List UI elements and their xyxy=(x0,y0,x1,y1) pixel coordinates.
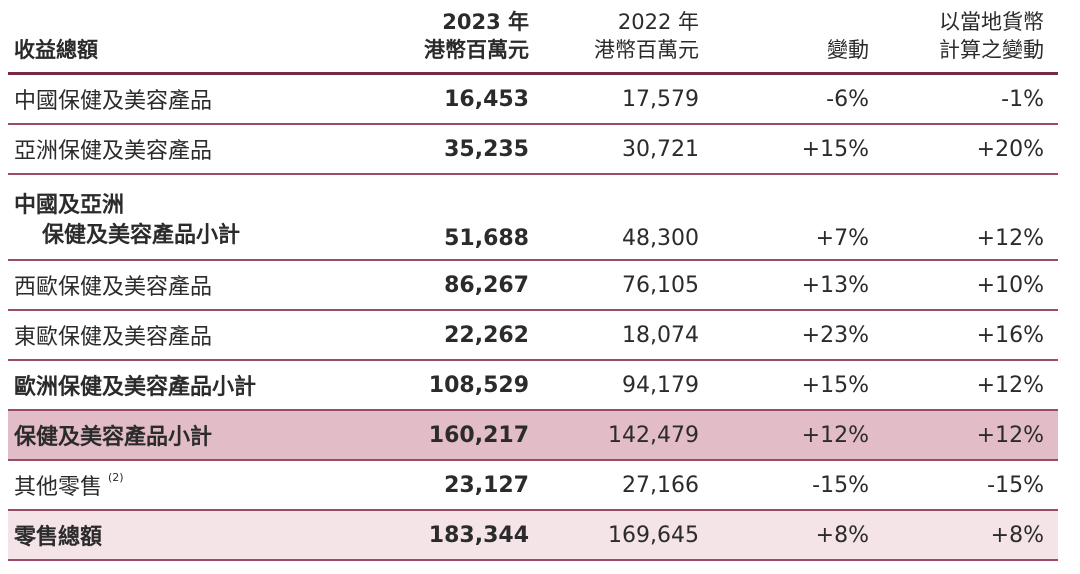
header-2023: 2023 年 港幣百萬元 xyxy=(368,8,543,74)
cell-2022: 17,579 xyxy=(543,73,713,125)
table-row: 中國保健及美容產品 16,453 17,579 -6% -1% xyxy=(8,73,1058,125)
table-row-total: 零售總額 183,344 169,645 +8% +8% xyxy=(8,510,1058,561)
table-header-row: 收益總額 2023 年 港幣百萬元 2022 年 港幣百萬元 變動 以當地貨幣 … xyxy=(8,8,1058,74)
cell-local-change: +20% xyxy=(883,124,1058,175)
header-2023-year: 2023 年 xyxy=(442,10,529,34)
table-row: 其他零售 (2) 23,127 27,166 -15% -15% xyxy=(8,460,1058,511)
cell-local-change: +12% xyxy=(883,410,1058,461)
table-row: 東歐保健及美容產品 22,262 18,074 +23% +16% xyxy=(8,310,1058,361)
cell-2023: 22,262 xyxy=(368,310,543,361)
cell-local-change: +8% xyxy=(883,510,1058,561)
cell-change: -6% xyxy=(713,73,883,125)
cell-change: +13% xyxy=(713,260,883,311)
row-label: 零售總額 xyxy=(8,510,368,561)
cell-2023: 86,267 xyxy=(368,260,543,311)
cell-local-change: +12% xyxy=(883,360,1058,411)
header-local-line1: 以當地貨幣 xyxy=(939,10,1044,34)
cell-2022: 142,479 xyxy=(543,410,713,461)
cell-2023: 160,217 xyxy=(368,410,543,461)
cell-2022: 18,074 xyxy=(543,310,713,361)
header-2022-unit: 港幣百萬元 xyxy=(594,38,699,62)
footnote-marker: (2) xyxy=(108,471,124,484)
row-label: 其他零售 (2) xyxy=(8,460,368,511)
header-change: 變動 xyxy=(713,8,883,74)
header-2022-year: 2022 年 xyxy=(617,10,699,34)
header-label: 收益總額 xyxy=(14,38,98,62)
cell-change: +12% xyxy=(713,410,883,461)
cell-local-change: +10% xyxy=(883,260,1058,311)
cell-2023: 183,344 xyxy=(368,510,543,561)
cell-2023: 51,688 xyxy=(368,174,543,261)
header-2022: 2022 年 港幣百萬元 xyxy=(543,8,713,74)
row-label: 中國及亞洲 保健及美容產品小計 xyxy=(8,174,368,261)
revenue-table: 收益總額 2023 年 港幣百萬元 2022 年 港幣百萬元 變動 以當地貨幣 … xyxy=(8,8,1058,561)
cell-change: +7% xyxy=(713,174,883,261)
row-label-line1: 中國及亞洲 xyxy=(14,193,125,218)
header-local-line2: 計算之變動 xyxy=(939,38,1044,62)
cell-change: +23% xyxy=(713,310,883,361)
cell-change: +15% xyxy=(713,360,883,411)
cell-2022: 30,721 xyxy=(543,124,713,175)
row-label: 歐洲保健及美容產品小計 xyxy=(8,360,368,411)
cell-2022: 27,166 xyxy=(543,460,713,511)
row-label: 西歐保健及美容產品 xyxy=(8,260,368,311)
table-row-subtotal: 中國及亞洲 保健及美容產品小計 51,688 48,300 +7% +12% xyxy=(8,174,1058,261)
cell-2022: 76,105 xyxy=(543,260,713,311)
row-label: 東歐保健及美容產品 xyxy=(8,310,368,361)
table-row: 西歐保健及美容產品 86,267 76,105 +13% +10% xyxy=(8,260,1058,311)
cell-local-change: +12% xyxy=(883,174,1058,261)
cell-2022: 94,179 xyxy=(543,360,713,411)
cell-2023: 23,127 xyxy=(368,460,543,511)
cell-2023: 35,235 xyxy=(368,124,543,175)
row-label: 中國保健及美容產品 xyxy=(8,73,368,125)
cell-2022: 169,645 xyxy=(543,510,713,561)
cell-local-change: -15% xyxy=(883,460,1058,511)
cell-2023: 16,453 xyxy=(368,73,543,125)
cell-local-change: +16% xyxy=(883,310,1058,361)
cell-2022: 48,300 xyxy=(543,174,713,261)
table-row-subtotal: 歐洲保健及美容產品小計 108,529 94,179 +15% +12% xyxy=(8,360,1058,411)
row-label: 保健及美容產品小計 xyxy=(8,410,368,461)
table-row: 亞洲保健及美容產品 35,235 30,721 +15% +20% xyxy=(8,124,1058,175)
cell-2023: 108,529 xyxy=(368,360,543,411)
row-label-line2: 保健及美容產品小計 xyxy=(42,223,241,248)
cell-change: -15% xyxy=(713,460,883,511)
table-row-highlight: 保健及美容產品小計 160,217 142,479 +12% +12% xyxy=(8,410,1058,461)
revenue-table-container: 收益總額 2023 年 港幣百萬元 2022 年 港幣百萬元 變動 以當地貨幣 … xyxy=(8,8,1058,561)
row-label-text: 其他零售 xyxy=(14,475,103,500)
cell-local-change: -1% xyxy=(883,73,1058,125)
cell-change: +15% xyxy=(713,124,883,175)
cell-change: +8% xyxy=(713,510,883,561)
header-change-label: 變動 xyxy=(827,38,869,62)
header-2023-unit: 港幣百萬元 xyxy=(424,38,529,62)
header-local-change: 以當地貨幣 計算之變動 xyxy=(883,8,1058,74)
row-label: 亞洲保健及美容產品 xyxy=(8,124,368,175)
